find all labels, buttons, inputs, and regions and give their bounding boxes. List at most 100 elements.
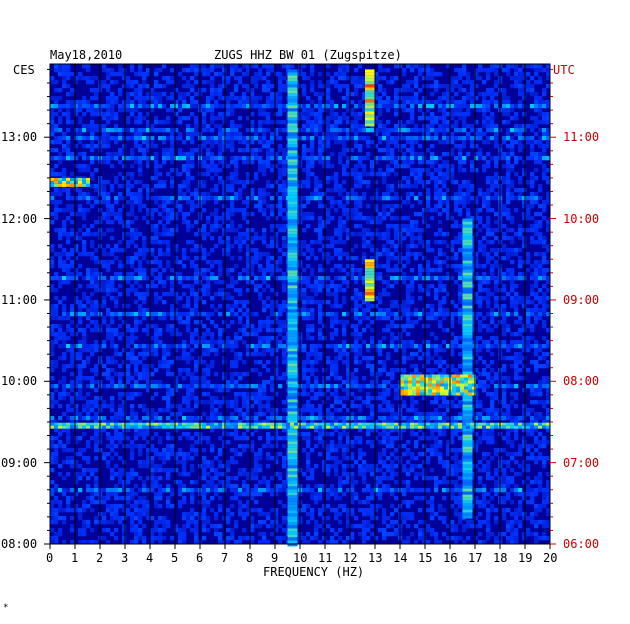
- spectrogram-cell: [74, 256, 79, 261]
- spectrogram-cell: [278, 168, 283, 173]
- spectrogram-cell: [138, 168, 143, 173]
- spectrogram-cell: [118, 312, 123, 317]
- spectrogram-cell: [194, 332, 199, 337]
- spectrogram-cell: [102, 68, 107, 73]
- spectrogram-cell: [190, 348, 195, 353]
- spectrogram-cell: [406, 180, 411, 185]
- spectrogram-cell: [62, 148, 67, 153]
- spectrogram-cell: [490, 248, 495, 253]
- spectrogram-cell: [306, 296, 311, 301]
- spectrogram-cell: [318, 104, 323, 109]
- spectrogram-cell: [378, 216, 383, 221]
- spectrogram-cell: [414, 276, 419, 281]
- spectrogram-cell: [218, 168, 223, 173]
- spectrogram-cell: [210, 176, 215, 181]
- spectrogram-cell: [274, 164, 279, 169]
- spectrogram-cell: [202, 332, 207, 337]
- spectrogram-cell: [326, 92, 331, 97]
- spectrogram-cell: [106, 332, 111, 337]
- spectrogram-cell: [414, 344, 419, 349]
- spectrogram-cell: [362, 252, 367, 257]
- spectrogram-cell: [522, 276, 527, 281]
- spectrogram-cell: [422, 132, 427, 137]
- spectrogram-cell: [210, 340, 215, 345]
- spectrogram-cell: [146, 364, 151, 369]
- spectrogram-cell: [302, 204, 307, 209]
- spectrogram-cell: [190, 152, 195, 157]
- spectrogram-cell: [154, 96, 159, 101]
- spectrogram-cell: [66, 316, 71, 321]
- spectrogram-cell: [82, 136, 87, 141]
- spectrogram-cell: [234, 172, 239, 177]
- spectrogram-cell: [434, 72, 439, 77]
- spectrogram-cell: [502, 324, 507, 329]
- spectrogram-cell: [242, 340, 247, 345]
- spectrogram-cell: [234, 208, 239, 213]
- spectrogram-cell: [134, 316, 139, 321]
- spectrogram-cell: [206, 232, 211, 237]
- spectrogram-cell: [434, 196, 439, 201]
- spectrogram-cell: [106, 72, 111, 77]
- spectrogram-cell: [390, 156, 395, 161]
- spectrogram-cell: [454, 340, 459, 345]
- spectrogram-cell: [478, 288, 483, 293]
- spectrogram-cell: [518, 260, 523, 265]
- spectrogram-cell: [426, 200, 431, 205]
- spectrogram-cell: [106, 252, 111, 257]
- spectrogram-cell: [134, 252, 139, 257]
- spectrogram-cell: [162, 204, 167, 209]
- spectrogram-cell: [222, 140, 227, 145]
- spectrogram-cell: [226, 80, 231, 85]
- spectrogram-cell: [350, 128, 355, 133]
- spectrogram-cell: [390, 168, 395, 173]
- spectrogram-cell: [434, 260, 439, 265]
- spectrogram-cell: [202, 224, 207, 229]
- spectrogram-cell: [526, 64, 531, 69]
- spectrogram-cell: [470, 216, 475, 221]
- spectrogram-cell: [406, 340, 411, 345]
- spectrogram-cell: [490, 176, 495, 181]
- spectrogram-cell: [342, 268, 347, 273]
- spectrogram-cell: [394, 228, 399, 233]
- spectrogram-cell: [454, 76, 459, 81]
- spectrogram-cell: [382, 280, 387, 285]
- spectrogram-cell: [426, 264, 431, 269]
- spectrogram-cell: [442, 108, 447, 113]
- spectrogram-cell: [530, 324, 535, 329]
- spectrogram-cell: [386, 308, 391, 313]
- spectrogram-cell: [354, 332, 359, 337]
- spectrogram-cell: [350, 232, 355, 237]
- spectrogram-cell: [174, 356, 179, 361]
- spectrogram-cell: [494, 124, 499, 129]
- spectrogram-cell: [106, 180, 111, 185]
- spectrogram-cell: [330, 104, 335, 109]
- spectrogram-cell: [474, 136, 479, 141]
- spectrogram-cell: [514, 140, 519, 145]
- spectrogram-cell: [186, 196, 191, 201]
- spectrogram-cell: [502, 248, 507, 253]
- spectrogram-cell: [254, 348, 259, 353]
- spectrogram-cell: [102, 296, 107, 301]
- spectrogram-cell: [510, 76, 515, 81]
- spectrogram-cell: [314, 104, 319, 109]
- spectrogram-cell: [534, 312, 539, 317]
- spectrogram-cell: [194, 296, 199, 301]
- spectrogram-cell: [470, 136, 475, 141]
- spectrogram-cell: [494, 184, 499, 189]
- spectrogram-cell: [114, 304, 119, 309]
- spectrogram-cell: [342, 64, 347, 69]
- spectrogram-cell: [202, 160, 207, 165]
- spectrogram-cell: [230, 360, 235, 365]
- spectrogram-cell: [358, 312, 363, 317]
- spectrogram-cell: [350, 248, 355, 253]
- spectrogram-cell: [326, 292, 331, 297]
- spectrogram-cell: [346, 200, 351, 205]
- spectrogram-cell: [190, 312, 195, 317]
- spectrogram-cell: [338, 264, 343, 269]
- spectrogram-cell: [242, 300, 247, 305]
- spectrogram-cell: [522, 92, 527, 97]
- spectrogram-cell: [146, 164, 151, 169]
- spectrogram-cell: [242, 240, 247, 245]
- spectrogram-cell: [186, 152, 191, 157]
- spectrogram-cell: [178, 132, 183, 137]
